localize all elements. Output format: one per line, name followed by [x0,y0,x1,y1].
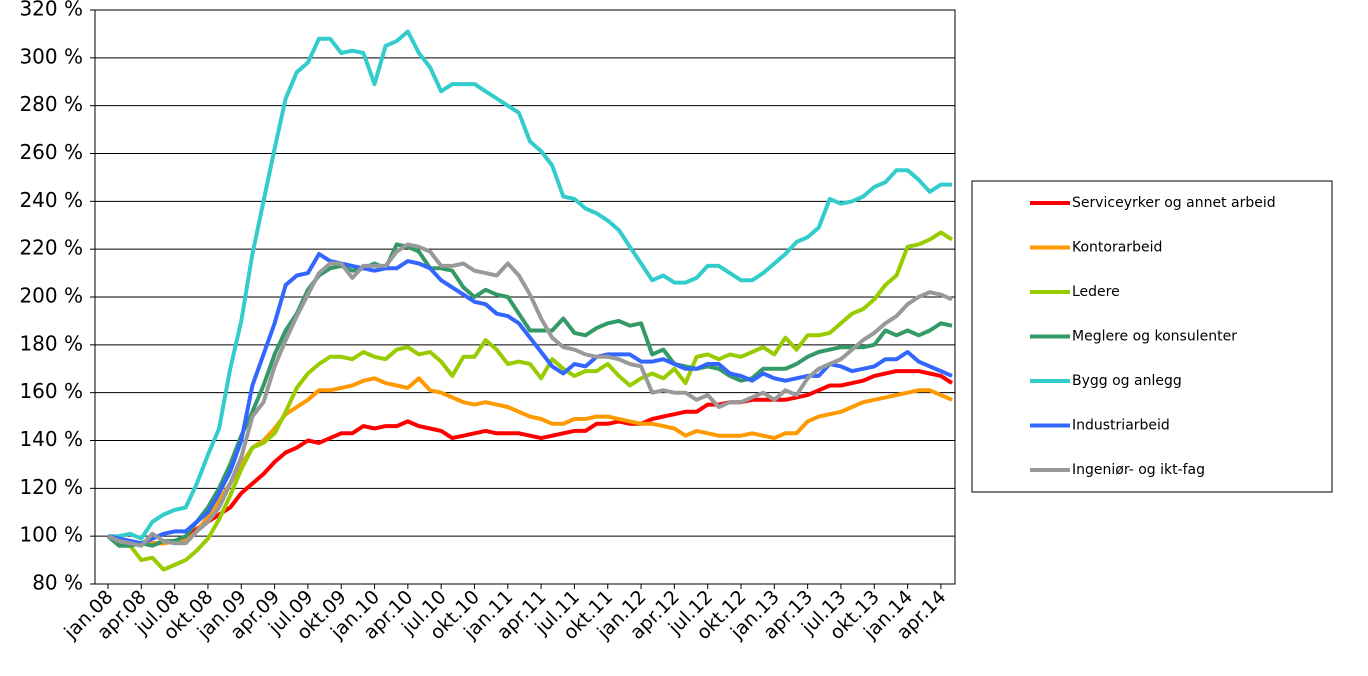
legend-label: Meglere og konsulenter [1072,329,1237,345]
y-tick-label: 280 % [19,92,83,116]
legend-label: Industriarbeid [1072,418,1170,434]
y-tick-label: 120 % [19,475,83,499]
y-tick-label: 180 % [19,331,83,355]
legend-label: Ingeniør- og ikt-fag [1072,462,1205,478]
y-tick-label: 100 % [19,523,83,547]
y-tick-label: 240 % [19,188,83,212]
y-tick-label: 200 % [19,284,83,308]
series-line [106,230,954,572]
y-tick-label: 220 % [19,236,83,260]
series-line [107,369,954,546]
y-tick-label: 320 % [19,0,83,21]
y-tick-label: 140 % [19,427,83,451]
y-tick-label: 160 % [19,379,83,403]
series-line [107,242,953,548]
series-line [106,242,953,548]
y-tick-label: 260 % [19,140,83,164]
legend-label: Ledere [1072,284,1120,300]
series-line [108,29,952,541]
legend-label: Serviceyrker og annet arbeid [1072,195,1276,211]
y-tick-label: 300 % [19,44,83,68]
y-tick-label: 80 % [32,571,83,595]
legend-label: Kontorarbeid [1072,240,1162,256]
plot-area [94,9,956,585]
legend-label: Bygg og anlegg [1072,373,1182,389]
